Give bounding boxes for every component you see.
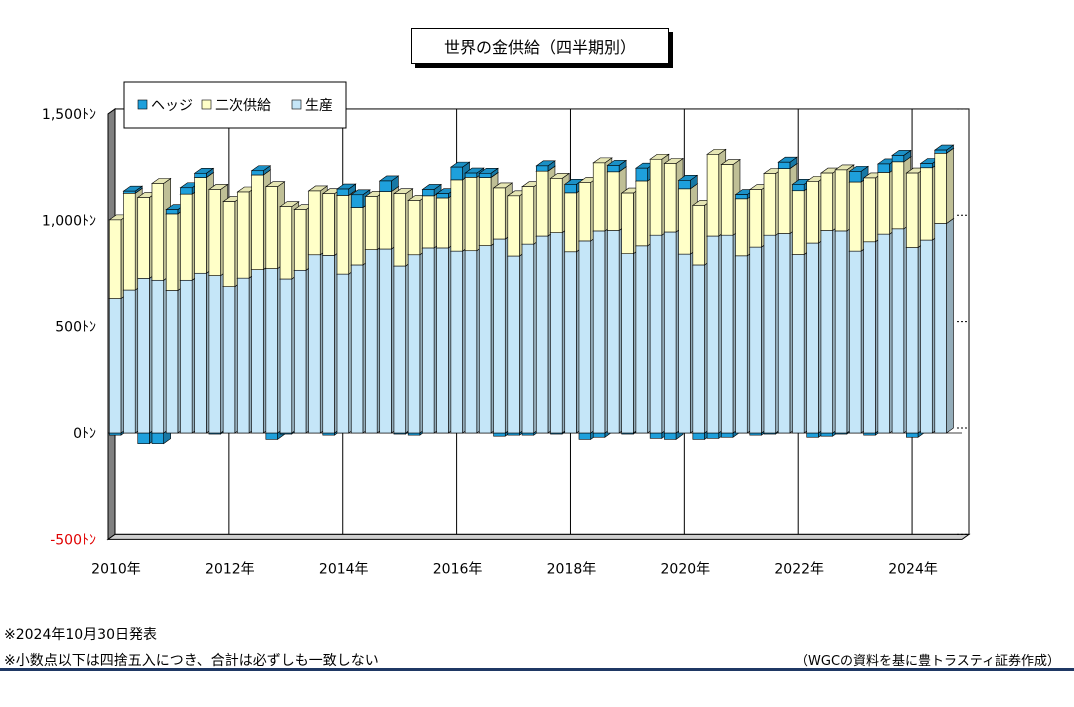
release-note: ※2024年10月30日発表	[4, 627, 157, 643]
x-tick-label: 2018年	[547, 561, 597, 577]
y-tick-label: 500ﾄﾝ	[55, 320, 96, 336]
x-tick-label: 2016年	[433, 561, 483, 577]
bar-hedge	[677, 174, 699, 190]
bar-hedge	[449, 161, 471, 181]
legend-label: 二次供給	[215, 98, 271, 114]
bar-hedge	[336, 183, 357, 196]
y-tick-label: 0ﾄﾝ	[73, 426, 96, 442]
legend-swatch	[201, 99, 212, 110]
legend-label: ヘッジ	[151, 98, 193, 114]
bar-hedge	[193, 167, 215, 179]
legend-box	[123, 81, 347, 129]
bar-production	[933, 217, 955, 434]
legend-swatch	[291, 99, 302, 110]
bar-hedge	[378, 175, 400, 193]
y-tick-label: -500ﾄﾝ	[50, 532, 96, 548]
rounding-note: ※小数点以下は四捨五入につき、合計は必ずしも一致しない	[4, 653, 379, 669]
x-tick-label: 2024年	[888, 561, 938, 577]
footer-rule	[0, 668, 1074, 671]
bar-hedge	[777, 156, 798, 170]
bar-hedge	[250, 165, 272, 176]
bar-hedge	[606, 159, 628, 173]
legend-swatch	[137, 99, 148, 110]
bar-hedge	[891, 149, 912, 163]
bar-hedge	[535, 160, 556, 172]
x-tick-label: 2012年	[205, 561, 255, 577]
x-tick-label: 2020年	[661, 561, 711, 577]
y-tick-label: 1,500ﾄﾝ	[42, 107, 96, 123]
bar-secondary	[933, 147, 955, 225]
bar-hedge	[122, 185, 144, 194]
bar-hedge	[478, 167, 499, 179]
bar-hedge	[933, 144, 955, 154]
x-tick-label: 2022年	[774, 561, 824, 577]
legend-label: 生産	[305, 98, 333, 114]
x-tick-label: 2010年	[91, 561, 141, 577]
plot-floor	[106, 533, 971, 540]
chart-title: 世界の金供給（四半期別）	[411, 28, 669, 64]
source-note: （WGCの資料を基に豊トラスティ証券作成）	[795, 654, 1060, 669]
chart: 1,500ﾄﾝ 1,000ﾄﾝ 500ﾄﾝ 0ﾄﾝ -500ﾄﾝ 2010年 2012年 20…	[42, 81, 971, 577]
y-tick-label: 1,000ﾄﾝ	[42, 213, 96, 229]
x-tick-label: 2014年	[319, 561, 369, 577]
